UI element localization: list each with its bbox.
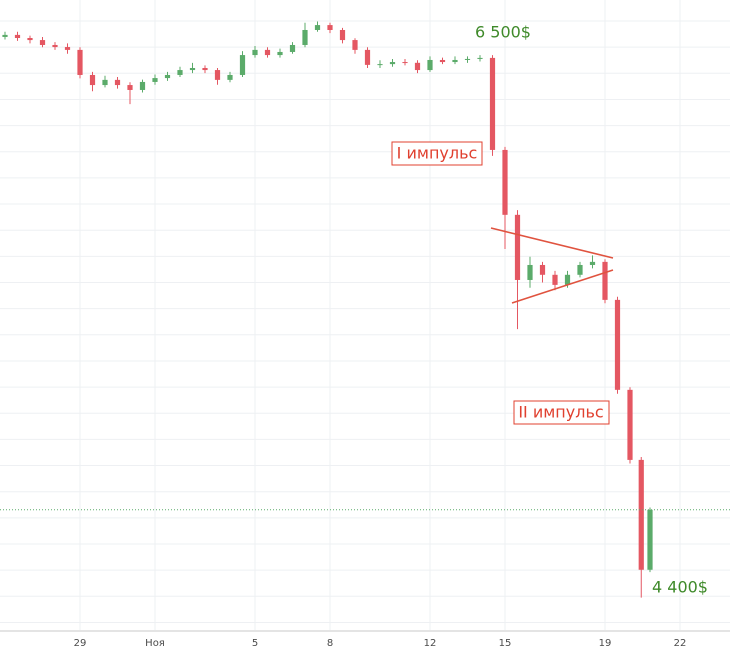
trend-line [511,269,614,304]
candle-body [452,59,458,63]
annotation: II импульс [518,403,603,422]
candle-body [327,25,333,30]
candle-body [89,74,96,86]
candle-body [77,49,83,75]
candle-body [647,509,653,570]
candle-body [489,57,496,150]
triangle-pattern [490,227,614,304]
candle-body [552,274,558,285]
candle-body [589,261,596,265]
candle-body [127,85,133,90]
candle-body [64,47,71,50]
candle-body [252,49,258,56]
annotation-box [513,400,610,425]
x-tick-label: 15 [499,638,512,649]
candle-body [202,67,208,71]
candle-body [339,29,346,41]
candle-body [189,67,196,71]
candle-body [114,79,121,86]
candle-body [214,70,221,80]
candle-body [177,70,183,75]
candle-body [502,149,508,215]
candle-body [564,274,571,285]
x-tick-label: Ноя [145,638,165,649]
candle-body [352,40,358,50]
candle-body [602,261,608,300]
candle-body [514,214,521,280]
annotation: I импульс [397,144,478,163]
candle-body [52,44,58,48]
candle-body [638,459,644,570]
candle-body [27,38,33,41]
grid [0,0,730,630]
candle-body [102,79,108,86]
candle-body [239,55,246,75]
candle-body [577,264,583,275]
candle-body [2,34,8,37]
annotation: 6 500$ [475,23,531,42]
candle-body [377,64,383,66]
candle-body [389,62,396,65]
candle-body [164,74,171,79]
candle-body [477,57,483,59]
x-axis-band [0,631,730,654]
candle-body [439,59,446,63]
x-tick-label: 19 [599,638,612,649]
candle-body [302,29,308,45]
candle-body [527,264,533,280]
candles [0,21,730,598]
annotation: 4 400$ [652,578,708,597]
annotation-box [391,141,483,166]
candle-body [464,58,471,60]
candle-body [402,62,408,64]
candle-body [277,51,283,56]
candle-body [414,62,421,71]
x-tick-label: 22 [674,638,687,649]
candle-body [39,40,46,45]
candle-body [139,81,146,90]
candle-body [227,74,233,80]
candle-body [627,389,633,460]
candle-body [264,49,271,56]
x-tick-label: 12 [424,638,437,649]
candle-body [152,78,158,82]
x-tick-label: 8 [327,638,333,649]
trend-line [490,227,614,259]
candle-body [314,25,321,30]
candle-body [539,264,546,275]
candle-body [289,44,296,52]
candle-body [14,34,21,39]
candle-body [364,49,371,65]
x-tick-label: 29 [74,638,87,649]
candle-body [614,299,621,390]
x-tick-label: 5 [252,638,258,649]
candle-body [427,59,433,71]
